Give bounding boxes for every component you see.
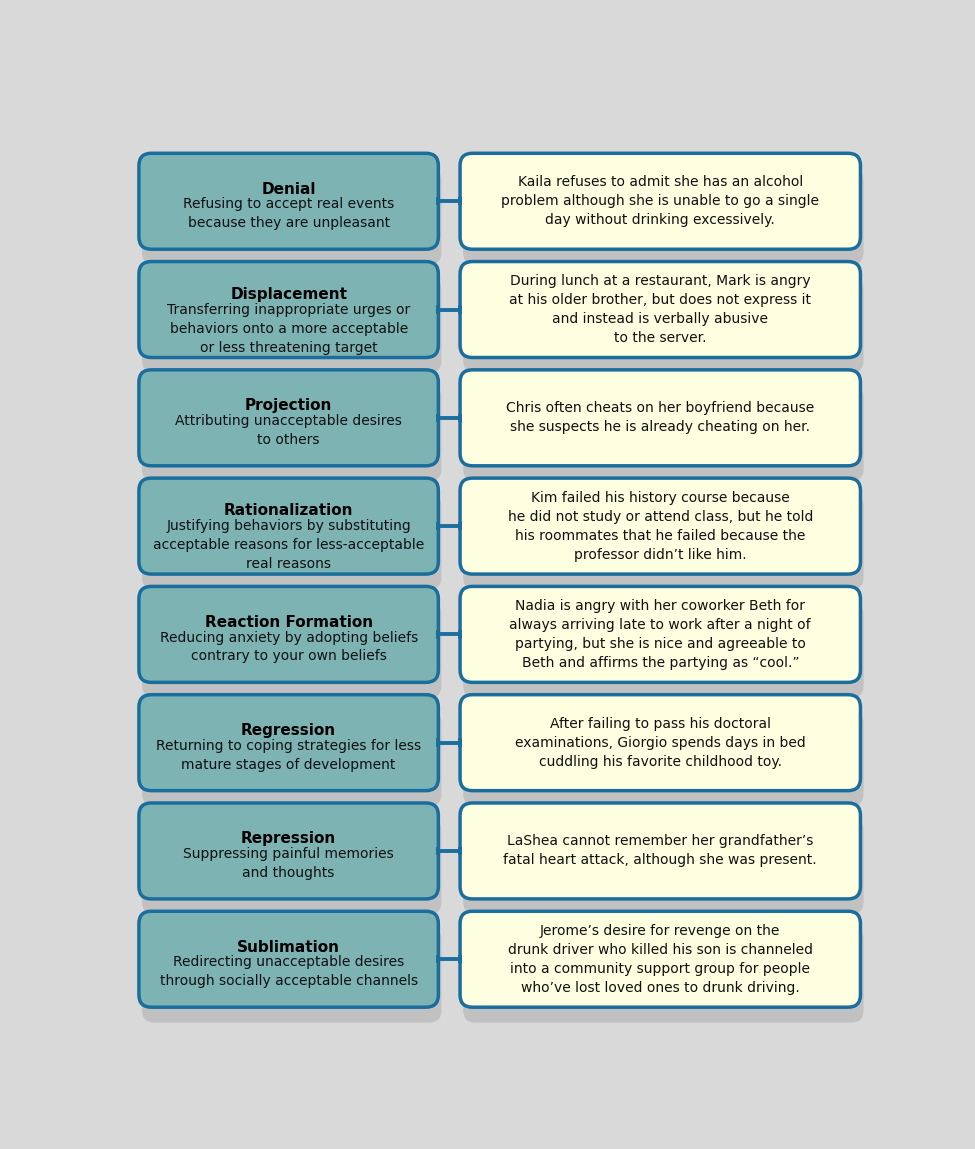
FancyBboxPatch shape bbox=[142, 602, 442, 697]
Text: Projection: Projection bbox=[245, 399, 332, 414]
FancyBboxPatch shape bbox=[460, 803, 861, 899]
Text: Rationalization: Rationalization bbox=[224, 503, 353, 518]
Text: Reaction Formation: Reaction Formation bbox=[205, 615, 372, 630]
FancyBboxPatch shape bbox=[460, 586, 861, 683]
FancyBboxPatch shape bbox=[138, 911, 439, 1008]
Text: Sublimation: Sublimation bbox=[237, 940, 340, 955]
FancyBboxPatch shape bbox=[463, 710, 864, 807]
FancyBboxPatch shape bbox=[142, 169, 442, 264]
FancyBboxPatch shape bbox=[463, 169, 864, 264]
FancyBboxPatch shape bbox=[138, 586, 439, 683]
FancyBboxPatch shape bbox=[463, 385, 864, 481]
Text: Repression: Repression bbox=[241, 832, 336, 847]
FancyBboxPatch shape bbox=[460, 478, 861, 574]
Text: Kaila refuses to admit she has an alcohol
problem although she is unable to go a: Kaila refuses to admit she has an alcoho… bbox=[501, 176, 819, 228]
FancyBboxPatch shape bbox=[460, 153, 861, 249]
FancyBboxPatch shape bbox=[460, 911, 861, 1008]
Text: Refusing to accept real events
because they are unpleasant: Refusing to accept real events because t… bbox=[183, 198, 394, 230]
Text: Justifying behaviors by substituting
acceptable reasons for less-acceptable
real: Justifying behaviors by substituting acc… bbox=[153, 519, 424, 571]
Text: Regression: Regression bbox=[241, 723, 336, 738]
FancyBboxPatch shape bbox=[463, 926, 864, 1023]
FancyBboxPatch shape bbox=[142, 385, 442, 481]
Text: Denial: Denial bbox=[261, 182, 316, 196]
FancyBboxPatch shape bbox=[460, 695, 861, 791]
Text: Suppressing painful memories
and thoughts: Suppressing painful memories and thought… bbox=[183, 847, 394, 880]
FancyBboxPatch shape bbox=[138, 695, 439, 791]
FancyBboxPatch shape bbox=[142, 710, 442, 807]
FancyBboxPatch shape bbox=[138, 803, 439, 899]
FancyBboxPatch shape bbox=[460, 370, 861, 465]
FancyBboxPatch shape bbox=[142, 494, 442, 589]
FancyBboxPatch shape bbox=[138, 153, 439, 249]
Text: After failing to pass his doctoral
examinations, Giorgio spends days in bed
cudd: After failing to pass his doctoral exami… bbox=[515, 717, 805, 769]
Text: Kim failed his history course because
he did not study or attend class, but he t: Kim failed his history course because he… bbox=[508, 491, 813, 562]
FancyBboxPatch shape bbox=[142, 926, 442, 1023]
FancyBboxPatch shape bbox=[463, 818, 864, 915]
Text: LaShea cannot remember her grandfather’s
fatal heart attack, although she was pr: LaShea cannot remember her grandfather’s… bbox=[503, 834, 817, 867]
FancyBboxPatch shape bbox=[463, 494, 864, 589]
FancyBboxPatch shape bbox=[138, 370, 439, 465]
Text: Displacement: Displacement bbox=[230, 287, 347, 302]
FancyBboxPatch shape bbox=[463, 602, 864, 697]
FancyBboxPatch shape bbox=[142, 818, 442, 915]
FancyBboxPatch shape bbox=[460, 262, 861, 357]
Text: Redirecting unacceptable desires
through socially acceptable channels: Redirecting unacceptable desires through… bbox=[160, 955, 417, 988]
Text: Chris often cheats on her boyfriend because
she suspects he is already cheating : Chris often cheats on her boyfriend beca… bbox=[506, 401, 814, 434]
Text: During lunch at a restaurant, Mark is angry
at his older brother, but does not e: During lunch at a restaurant, Mark is an… bbox=[509, 275, 811, 345]
Text: Transferring inappropriate urges or
behaviors onto a more acceptable
or less thr: Transferring inappropriate urges or beha… bbox=[167, 302, 410, 355]
Text: Nadia is angry with her coworker Beth for
always arriving late to work after a n: Nadia is angry with her coworker Beth fo… bbox=[510, 599, 811, 670]
FancyBboxPatch shape bbox=[463, 277, 864, 373]
Text: Reducing anxiety by adopting beliefs
contrary to your own beliefs: Reducing anxiety by adopting beliefs con… bbox=[160, 631, 417, 663]
FancyBboxPatch shape bbox=[138, 262, 439, 357]
Text: Attributing unacceptable desires
to others: Attributing unacceptable desires to othe… bbox=[176, 414, 402, 447]
Text: Jerome’s desire for revenge on the
drunk driver who killed his son is channeled
: Jerome’s desire for revenge on the drunk… bbox=[508, 924, 813, 995]
Text: Returning to coping strategies for less
mature stages of development: Returning to coping strategies for less … bbox=[156, 739, 421, 772]
FancyBboxPatch shape bbox=[142, 277, 442, 373]
FancyBboxPatch shape bbox=[138, 478, 439, 574]
